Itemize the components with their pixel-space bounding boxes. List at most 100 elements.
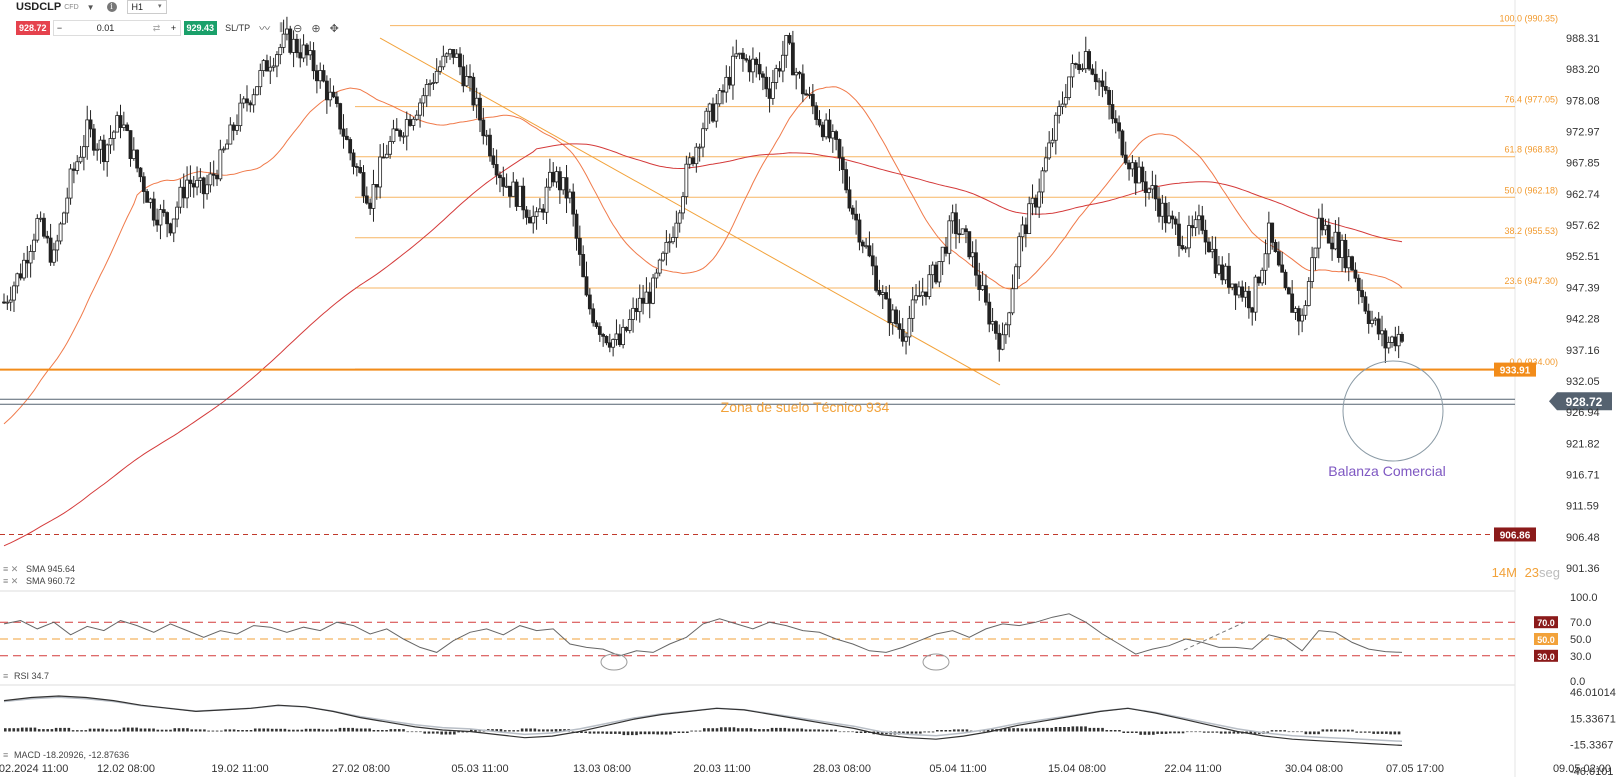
candle-body: [1300, 314, 1305, 322]
candle-body: [751, 58, 755, 73]
macd-histogram-bar: [546, 729, 549, 732]
candle-body: [331, 91, 336, 98]
candle-body: [1240, 286, 1245, 298]
macd-histogram-bar: [563, 729, 566, 732]
macd-signal-line[interactable]: [3, 696, 1403, 743]
candle-body: [964, 228, 968, 233]
candle-body: [48, 237, 53, 263]
macd-histogram-bar: [491, 729, 494, 732]
macd-histogram-bar: [537, 729, 541, 732]
candle-body: [1207, 241, 1211, 253]
candle-body: [1000, 334, 1005, 350]
candle-body: [910, 299, 915, 319]
sma-fast-line[interactable]: [3, 86, 1403, 425]
macd-histogram-bar: [605, 731, 609, 734]
info-icon[interactable]: i: [106, 2, 117, 12]
candle-body: [458, 53, 462, 68]
macd-histogram-bar: [1270, 730, 1274, 732]
y-tick-label: 916.71: [1566, 469, 1600, 481]
candle-body: [914, 295, 918, 301]
macd-histogram-bar: [592, 731, 596, 734]
candle-body: [35, 218, 40, 241]
lot-decrease-button[interactable]: −: [56, 23, 63, 33]
candle-body: [158, 209, 163, 226]
swap-icon[interactable]: ⇄: [152, 22, 161, 33]
candle-body: [398, 130, 403, 137]
candle-body: [524, 209, 529, 218]
rsi-line[interactable]: [3, 613, 1403, 657]
symbol-name[interactable]: USDCLP: [16, 1, 62, 13]
candle-body: [654, 272, 659, 279]
macd-histogram-bar: [698, 730, 702, 732]
y-tick-label: 942.28: [1566, 314, 1600, 326]
line-chart-icon[interactable]: 〰: [259, 23, 271, 35]
crosshair-icon[interactable]: ✥: [329, 22, 339, 35]
candle-body: [827, 119, 832, 139]
macd-histogram-bar: [808, 729, 812, 732]
candle-body: [727, 76, 732, 86]
candle-body: [404, 119, 409, 137]
sma-slow-line[interactable]: [3, 143, 1403, 547]
zoom-in-icon[interactable]: ⊕: [311, 22, 321, 35]
candle-body: [105, 144, 110, 163]
candle-body: [1127, 162, 1131, 170]
timeframe-select[interactable]: H1 ▾: [126, 0, 167, 14]
candle-body: [1153, 185, 1158, 200]
candle-body: [1336, 231, 1341, 259]
candle-body: [1060, 103, 1065, 108]
candle-body: [238, 102, 243, 127]
x-tick-label: 05.04 11:00: [929, 763, 986, 775]
candle-body: [155, 219, 160, 226]
candle-body: [225, 143, 229, 150]
macd-histogram-bar: [1075, 726, 1079, 732]
candle-body: [1230, 283, 1235, 288]
rsi-level-value: 70.0: [1537, 618, 1555, 628]
macd-histogram-bar: [461, 731, 465, 733]
candle-body: [980, 285, 985, 290]
sell-price-button[interactable]: 928.72: [16, 21, 50, 35]
x-tick-label: 15.04 08:00: [1048, 763, 1106, 775]
candle-body: [438, 66, 442, 72]
candle-body: [1010, 288, 1015, 314]
lot-increase-button[interactable]: +: [170, 23, 177, 33]
macd-histogram-bar: [300, 729, 304, 732]
rsi-label: RSI 34.7: [14, 671, 49, 681]
candle-body: [68, 168, 73, 199]
candle-body: [5, 301, 10, 304]
y-tick-label: 988.31: [1566, 33, 1600, 45]
chevron-down-icon[interactable]: ▼: [86, 2, 95, 12]
sltp-button[interactable]: SL/TP: [225, 23, 251, 33]
macd-panel[interactable]: 46.01014 15.33671 -15.3367 -46.0101: [3, 687, 1616, 777]
candle-body: [691, 157, 695, 165]
buy-price-button[interactable]: 929.43: [183, 21, 218, 35]
macd-histogram-bar: [859, 731, 863, 734]
macd-histogram-bar: [334, 729, 338, 732]
candle-body: [624, 326, 629, 331]
candle-body: [874, 265, 878, 291]
candle-body: [890, 309, 895, 324]
candle-body: [820, 124, 825, 138]
macd-histogram-bar: [211, 730, 215, 732]
macd-histogram-bar: [364, 728, 367, 732]
macd-histogram-bar: [813, 729, 816, 732]
macd-histogram-bar: [728, 727, 732, 732]
candles-icon[interactable]: ⫼: [279, 21, 285, 34]
candle-body: [531, 215, 536, 224]
lot-size-input[interactable]: 0.01: [96, 23, 115, 33]
macd-histogram-bar: [931, 731, 935, 733]
macd-histogram-bar: [508, 730, 511, 732]
downtrend-line[interactable]: [379, 37, 1001, 386]
lot-size-stepper[interactable]: − 0.01 ⇄ +: [52, 20, 181, 36]
candle-body: [248, 102, 253, 106]
candle-body: [1286, 287, 1291, 295]
rsi-panel[interactable]: 100.0 70.0 50.0 30.0 0.0 70.0 50.0 30.0: [0, 592, 1598, 688]
y-tick-label: 957.62: [1566, 220, 1600, 232]
candle-body: [1167, 215, 1171, 224]
macd-histogram-bar: [753, 729, 757, 732]
candle-body: [701, 128, 705, 148]
candle-body: [115, 115, 120, 133]
macd-line[interactable]: [3, 695, 1403, 746]
macd-histogram-bar: [664, 731, 668, 735]
zoom-out-icon[interactable]: ⊖: [293, 22, 303, 35]
